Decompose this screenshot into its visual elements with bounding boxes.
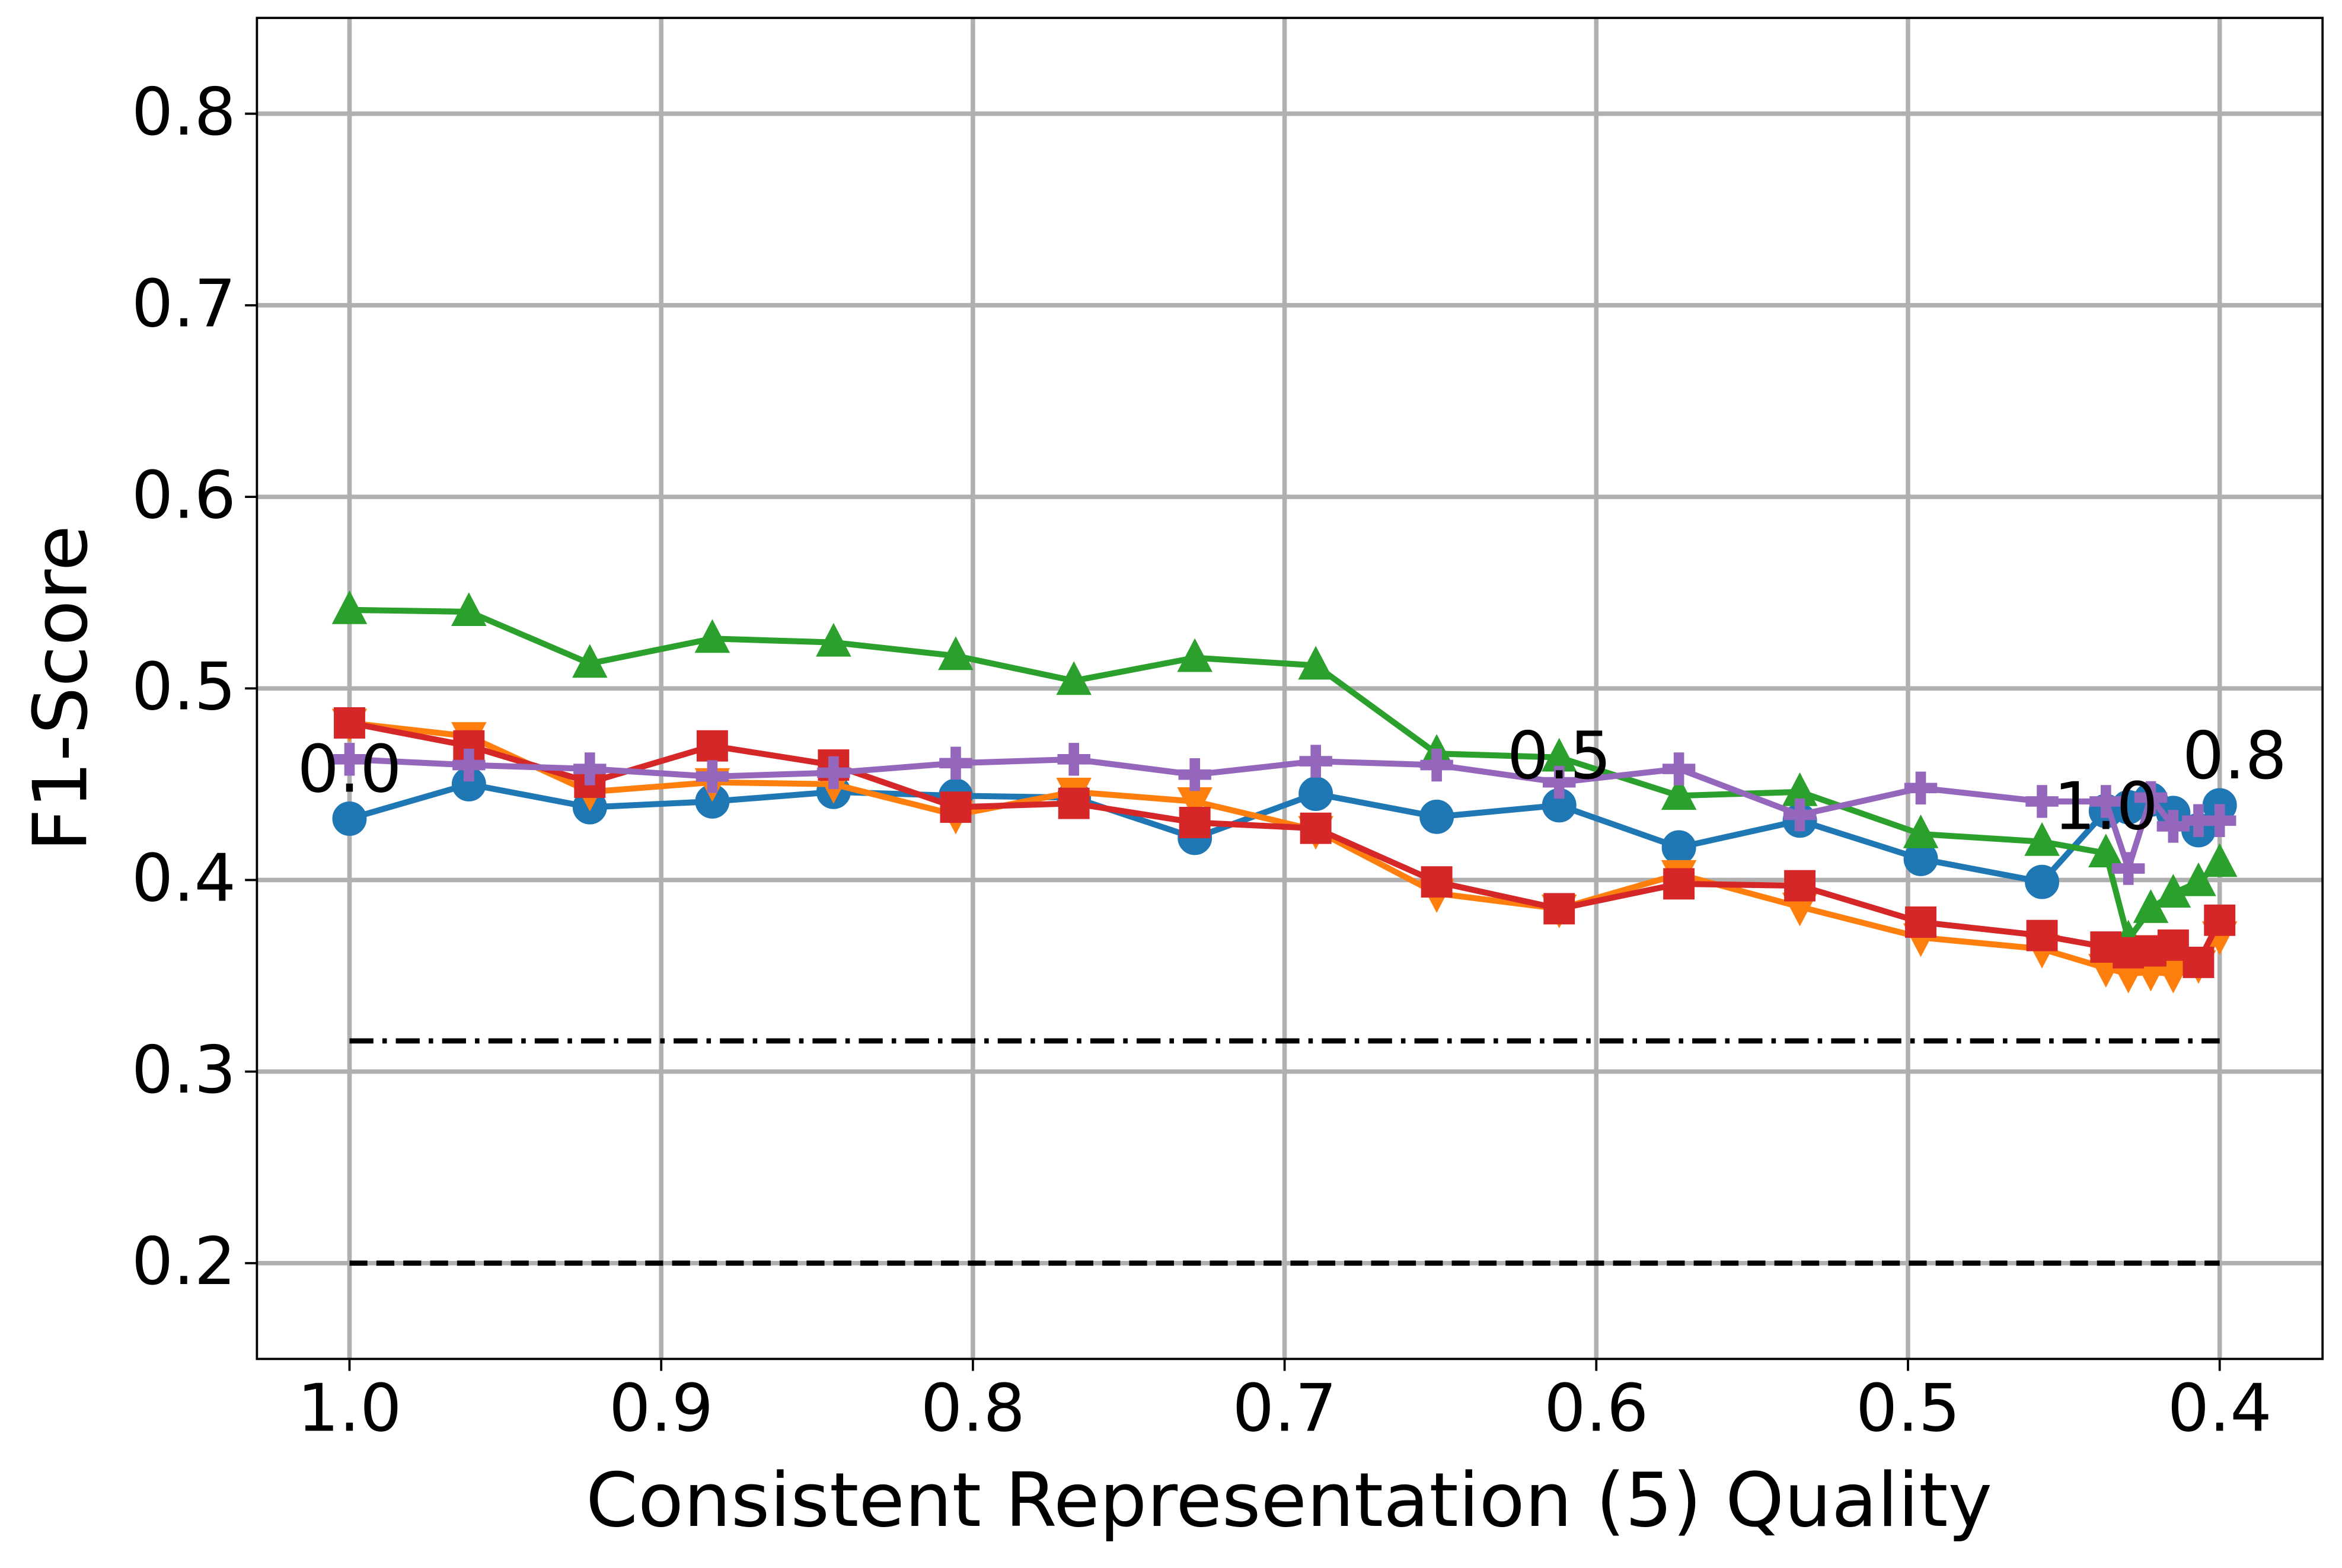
marker xyxy=(1784,870,1816,902)
marker xyxy=(572,644,608,678)
marker xyxy=(940,791,972,823)
x-tick-label: 0.6 xyxy=(1544,1370,1648,1446)
marker xyxy=(333,743,366,776)
marker xyxy=(1298,646,1333,680)
x-tick-label: 0.8 xyxy=(921,1370,1025,1446)
marker xyxy=(696,730,728,762)
x-tick-label: 0.9 xyxy=(609,1370,713,1446)
y-tick-label: 0.6 xyxy=(132,457,236,534)
y-tick-label: 0.2 xyxy=(132,1224,236,1300)
marker xyxy=(2026,919,2058,951)
marker xyxy=(1661,776,1697,810)
marker xyxy=(2181,862,2216,896)
marker xyxy=(1662,752,1696,785)
x-tick-label: 1.0 xyxy=(297,1370,401,1446)
marker xyxy=(2201,843,2238,877)
marker xyxy=(2025,785,2059,818)
marker xyxy=(331,590,368,624)
series xyxy=(333,743,2236,885)
marker xyxy=(817,756,850,790)
marker xyxy=(2156,810,2190,843)
marker xyxy=(2134,781,2168,815)
plot-area xyxy=(331,590,2238,1266)
marker xyxy=(452,748,486,782)
marker xyxy=(1421,866,1453,898)
marker xyxy=(816,622,851,657)
marker xyxy=(1057,743,1090,776)
marker xyxy=(1663,868,1695,900)
marker xyxy=(2088,834,2124,868)
marker xyxy=(1543,893,1575,925)
x-tick-label: 0.4 xyxy=(2168,1370,2272,1446)
marker xyxy=(2203,804,2236,837)
marker xyxy=(2155,874,2191,908)
x-axis-label: Consistent Representation (5) Quality xyxy=(586,1457,1992,1544)
marker xyxy=(1300,812,1332,844)
marker xyxy=(1903,814,1939,848)
marker xyxy=(332,801,367,836)
y-tick-label: 0.5 xyxy=(132,649,236,726)
marker xyxy=(1543,765,1576,799)
marker xyxy=(1904,771,1938,805)
marker xyxy=(573,752,607,785)
marker xyxy=(1419,799,1454,834)
annotation: 0.5 xyxy=(1507,718,1612,794)
series xyxy=(331,590,2238,954)
marker xyxy=(2204,904,2236,936)
marker xyxy=(2089,785,2123,818)
marker xyxy=(1905,906,1937,938)
marker xyxy=(1661,830,1696,865)
marker xyxy=(1420,748,1453,782)
marker xyxy=(1783,798,1817,832)
marker xyxy=(1178,758,1211,791)
y-tick-label: 0.7 xyxy=(132,266,236,342)
marker xyxy=(1179,807,1211,838)
marker xyxy=(334,707,365,739)
marker xyxy=(2183,946,2215,978)
marker xyxy=(1058,787,1090,819)
marker xyxy=(695,760,729,793)
y-axis-label: F1-Score xyxy=(17,525,104,852)
x-tick-label: 0.5 xyxy=(1856,1370,1960,1446)
marker xyxy=(939,746,972,780)
annotation: 0.0 xyxy=(297,732,401,808)
y-tick-label: 0.4 xyxy=(132,841,236,917)
annotation: 0.8 xyxy=(2183,718,2287,794)
marker xyxy=(694,619,730,653)
y-tick-label: 0.8 xyxy=(132,74,236,151)
marker xyxy=(1177,638,1213,672)
marker xyxy=(938,636,974,670)
marker xyxy=(1056,661,1092,695)
y-tick-label: 0.3 xyxy=(132,1032,236,1109)
marker xyxy=(451,592,487,626)
marker xyxy=(1299,745,1332,778)
marker xyxy=(2111,852,2145,885)
x-tick-label: 0.7 xyxy=(1232,1370,1336,1446)
marker xyxy=(1298,777,1333,811)
annotation: 1.0 xyxy=(2054,768,2158,845)
marker xyxy=(2025,864,2060,899)
marker xyxy=(2024,822,2060,856)
